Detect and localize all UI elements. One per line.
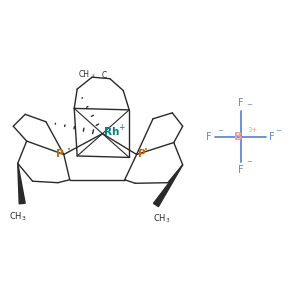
Text: •: • — [144, 147, 148, 153]
Text: +: + — [118, 123, 124, 132]
Text: B: B — [234, 132, 243, 142]
Text: −: − — [217, 128, 223, 134]
Text: C: C — [101, 70, 106, 80]
Text: F: F — [206, 132, 212, 142]
Text: F: F — [238, 166, 244, 176]
Text: −: − — [275, 128, 281, 134]
Text: F: F — [238, 98, 244, 108]
Text: CH$_3$: CH$_3$ — [9, 211, 26, 224]
Text: $_3$: $_3$ — [92, 73, 96, 80]
Text: CH$_3$: CH$_3$ — [153, 212, 171, 225]
Text: −: − — [246, 102, 252, 108]
Text: −: − — [246, 160, 252, 166]
Text: •: • — [67, 147, 71, 153]
Text: CH: CH — [79, 70, 89, 79]
Polygon shape — [18, 164, 25, 204]
Text: P: P — [56, 149, 63, 160]
Text: F: F — [269, 132, 275, 142]
Text: Rh: Rh — [104, 127, 119, 137]
Polygon shape — [154, 165, 183, 207]
Text: 3+: 3+ — [247, 127, 258, 133]
Text: P: P — [138, 149, 146, 160]
